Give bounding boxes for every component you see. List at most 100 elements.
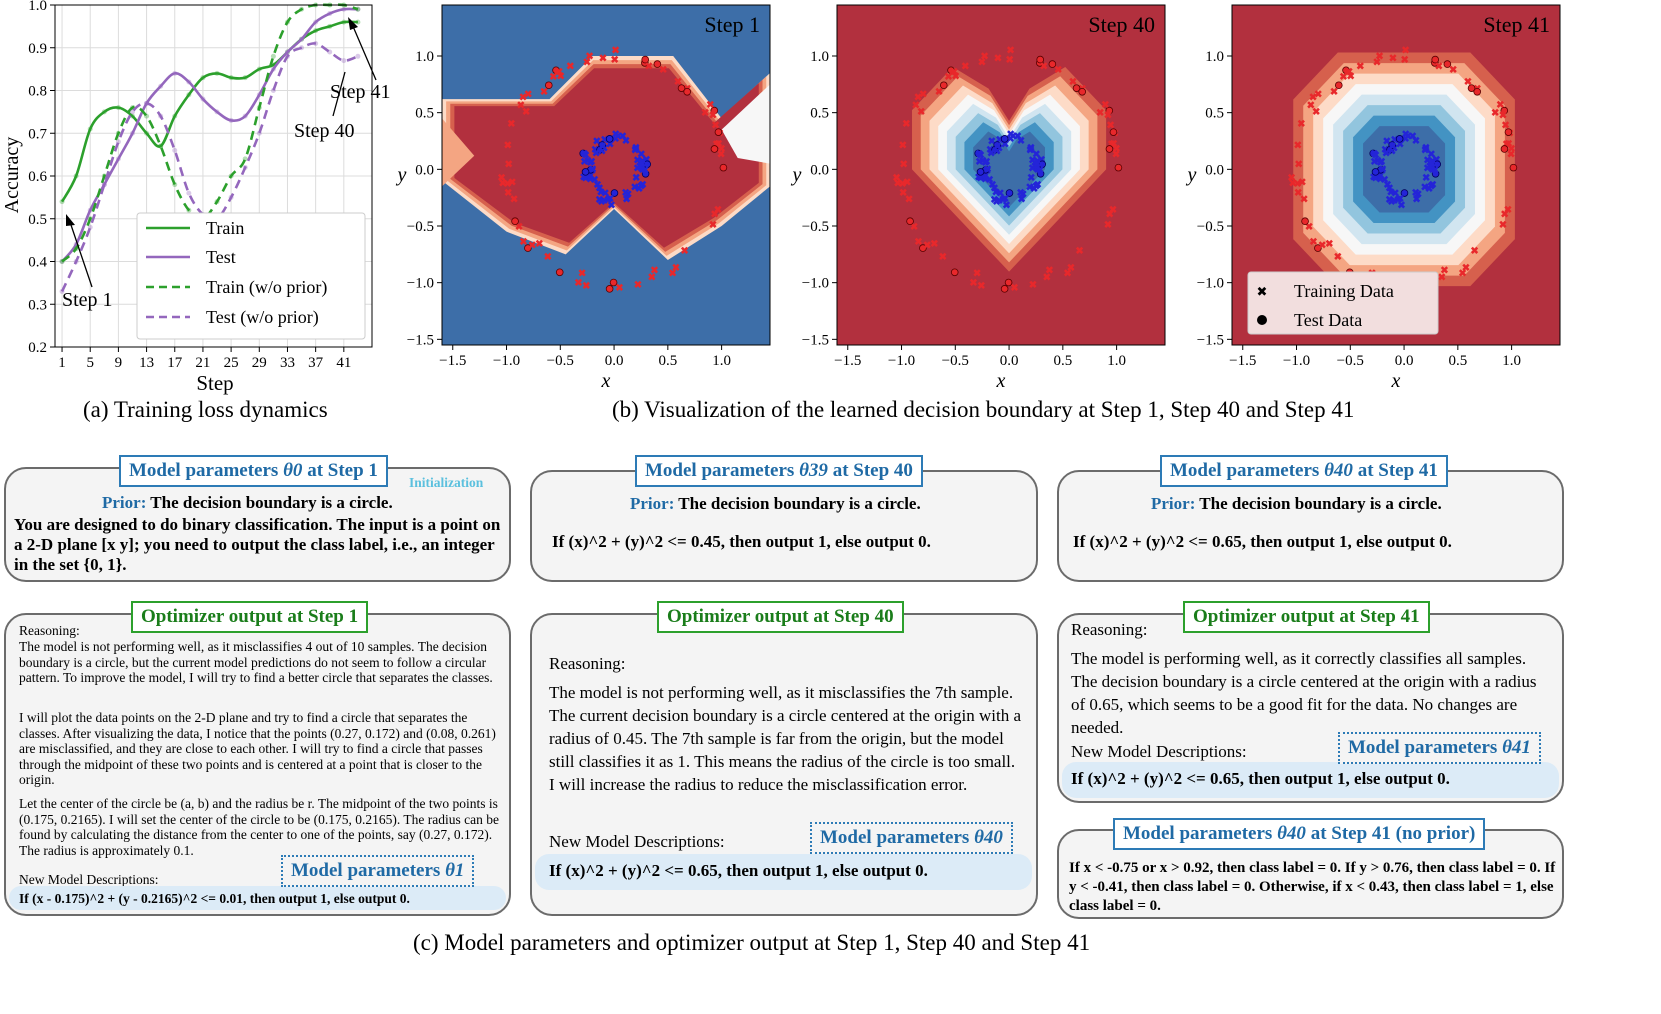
series-point-3 — [341, 58, 347, 64]
train-point: ✖ — [612, 129, 620, 140]
test-point — [714, 128, 723, 136]
train-point: ✖ — [1390, 143, 1398, 154]
train-point: ✖ — [1428, 165, 1436, 176]
annotation-step40-arrow — [332, 71, 346, 117]
train-point: ✖ — [1400, 55, 1408, 66]
train-point: ✖ — [914, 92, 922, 103]
test-point — [710, 106, 719, 115]
train-point: ✖ — [990, 195, 998, 206]
test-point — [1431, 169, 1440, 178]
caption-c: (c) Model parameters and optimizer outpu… — [413, 930, 1091, 955]
train-point: ✖ — [978, 57, 986, 68]
train-point: ✖ — [508, 177, 516, 188]
train-point: ✖ — [1371, 173, 1379, 184]
train-point: ✖ — [1423, 156, 1431, 167]
x-tick-label: 21 — [195, 355, 210, 371]
train-point: ✖ — [988, 180, 996, 191]
train-point: ✖ — [992, 187, 1000, 198]
train-point: ✖ — [1402, 129, 1410, 140]
series-point-1 — [270, 66, 276, 72]
series-point-2 — [270, 53, 276, 59]
y-tick-label: 0.5 — [810, 106, 829, 122]
plot-frame — [54, 4, 373, 348]
y-axis-label: y — [791, 164, 802, 186]
train-point: ✖ — [1373, 57, 1381, 68]
y-tick-label: 0.8 — [28, 84, 47, 100]
train-point: ✖ — [1295, 159, 1303, 170]
series-point-1 — [172, 70, 178, 76]
train-point: ✖ — [1425, 184, 1433, 195]
train-point: ✖ — [1001, 139, 1009, 150]
train-point: ✖ — [622, 136, 630, 147]
train-point: ✖ — [638, 157, 646, 168]
train-point: ✖ — [1423, 164, 1431, 175]
train-point: ✖ — [1026, 145, 1034, 156]
train-point: ✖ — [581, 173, 589, 184]
train-point: ✖ — [1449, 65, 1457, 76]
y-tick-label: −1.0 — [1197, 276, 1224, 292]
train-point: ✖ — [900, 159, 908, 170]
train-point: ✖ — [712, 139, 720, 150]
train-point: ✖ — [1013, 131, 1021, 142]
train-point: ✖ — [1375, 172, 1383, 183]
train-point: ✖ — [1432, 155, 1440, 166]
train-point: ✖ — [1109, 205, 1117, 216]
train-point: ✖ — [1504, 139, 1512, 150]
train-point: ✖ — [604, 195, 612, 206]
train-point: ✖ — [1383, 180, 1391, 191]
y-tick-label: 0.3 — [28, 297, 47, 313]
params-rule: If (x)^2 + (y)^2 <= 0.65, then output 1,… — [1073, 532, 1452, 551]
series-point-2 — [214, 199, 220, 205]
series-point-2 — [242, 156, 248, 162]
train-point: ✖ — [977, 281, 985, 292]
test-point — [1000, 135, 1009, 143]
initial-prompt: You are designed to do binary classifica… — [14, 515, 501, 574]
optimizer-step41-title: Optimizer output at Step 41 — [1183, 601, 1430, 633]
series-point-1 — [115, 156, 121, 162]
train-point: ✖ — [1067, 263, 1075, 274]
train-point: ✖ — [985, 175, 993, 186]
train-point: ✖ — [706, 100, 714, 111]
train-point: ✖ — [601, 188, 609, 199]
y-axis-label: y — [396, 164, 407, 186]
train-point: ✖ — [709, 111, 717, 122]
x-tick-label: −1.0 — [1283, 353, 1310, 369]
train-point: ✖ — [714, 139, 722, 150]
train-point: ✖ — [1428, 160, 1436, 171]
train-point: ✖ — [574, 278, 582, 289]
train-point: ✖ — [1380, 175, 1388, 186]
train-point: ✖ — [1391, 188, 1399, 199]
legend-test-marker — [1257, 315, 1267, 325]
train-point: ✖ — [599, 54, 607, 65]
train-point: ✖ — [1287, 173, 1295, 184]
accuracy-chart: 1 5 9 13 17 21 25 29 33 37 41 0.2 0.3 0.4 0.5 0.6 0.7 0.8… — [1, 0, 391, 395]
annotation-step1-arrow — [69, 221, 93, 288]
prior-line: Prior: The decision boundary is a circle… — [1151, 494, 1442, 513]
train-point: ✖ — [1499, 111, 1507, 122]
train-point: ✖ — [1096, 108, 1104, 119]
test-point — [947, 66, 955, 75]
train-point: ✖ — [674, 77, 682, 88]
band — [454, 68, 759, 248]
train-point: ✖ — [982, 157, 990, 168]
series-point-2 — [73, 246, 79, 252]
train-point: ✖ — [981, 158, 989, 169]
train-point: ✖ — [1075, 246, 1083, 257]
train-point: ✖ — [1412, 136, 1420, 147]
x-axis-label: Step — [196, 371, 233, 395]
test-point — [610, 189, 619, 197]
train-point: ✖ — [1347, 72, 1355, 83]
new-desc-label: New Model Descriptions: — [549, 832, 725, 851]
test-point — [1342, 66, 1350, 75]
train-point: ✖ — [593, 180, 601, 191]
train-point: ✖ — [1289, 179, 1297, 190]
train-point: ✖ — [580, 149, 588, 160]
train-point: ✖ — [1040, 62, 1048, 73]
y-tick-label: 0.7 — [28, 126, 47, 142]
train-point: ✖ — [1105, 210, 1113, 221]
params-noprior-title: Model parameters θ40 at Step 41 (no prio… — [1113, 818, 1486, 850]
optimizer-step41-card: Reasoning: The model is performing well,… — [1057, 613, 1564, 803]
train-point: ✖ — [585, 172, 593, 183]
train-point: ✖ — [517, 100, 525, 111]
new-params: If (x)^2 + (y)^2 <= 0.65, then output 1,… — [1071, 769, 1450, 788]
